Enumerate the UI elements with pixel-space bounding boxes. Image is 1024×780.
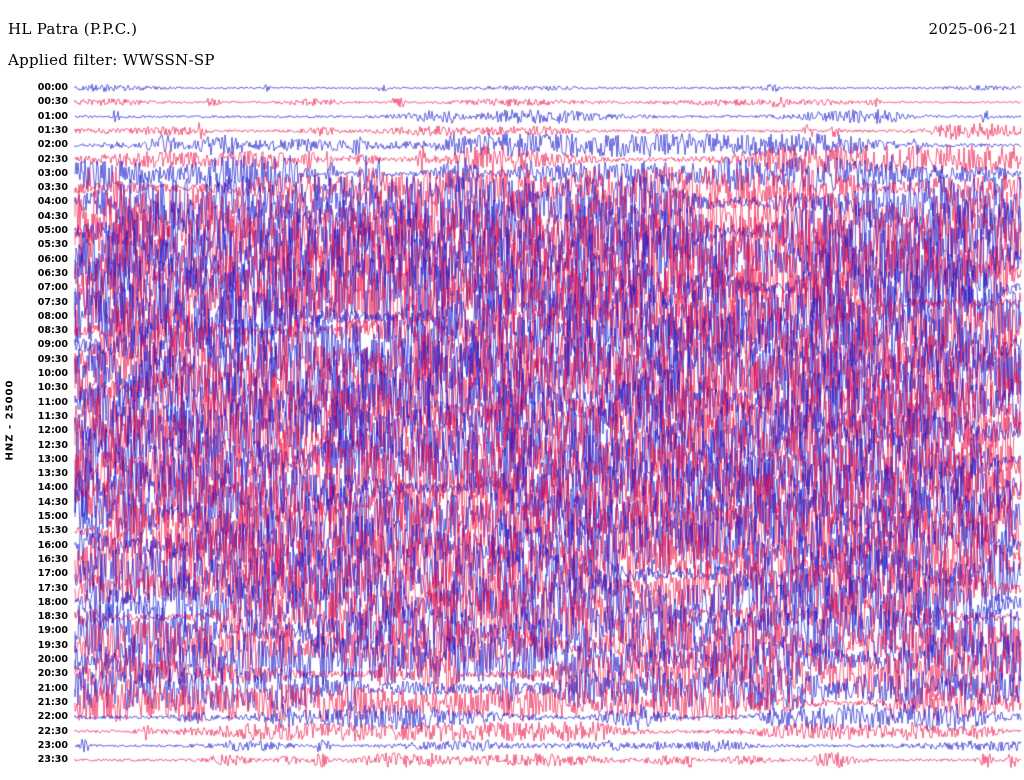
time-label: 07:00 [37, 282, 68, 294]
time-label: 17:00 [37, 568, 68, 580]
time-label: 13:30 [37, 468, 68, 480]
time-label: 15:00 [37, 511, 68, 522]
time-axis: 00:00 00:30 01:00 01:30 02:00 02:30 03:00 03:30… [0, 0, 70, 780]
time-label: 22:30 [37, 725, 68, 737]
time-label: 06:30 [37, 267, 68, 279]
time-label: 18:00 [37, 596, 68, 608]
time-label: 09:00 [37, 339, 68, 351]
time-label: 02:00 [37, 139, 68, 151]
date-label: 2025-06-21 [928, 20, 1018, 38]
time-label: 22:00 [37, 711, 68, 723]
time-label: 06:00 [37, 253, 68, 265]
time-label: 21:00 [37, 682, 68, 694]
time-label: 00:00 [37, 82, 68, 93]
time-label: 11:30 [37, 410, 68, 422]
time-label: 16:30 [37, 553, 68, 565]
time-label: 15:30 [37, 525, 68, 537]
time-label: 21:30 [37, 696, 68, 708]
time-label: 03:30 [37, 182, 68, 194]
station-label: HL Patra (P.P.C.) [8, 20, 138, 38]
time-label: 02:30 [37, 153, 68, 165]
time-label: 12:30 [37, 439, 68, 451]
time-label: 12:00 [37, 425, 68, 437]
filter-label: Applied filter: WWSSN-SP [8, 51, 215, 69]
time-label: 01:00 [37, 110, 68, 122]
time-label: 20:30 [37, 668, 68, 680]
time-label: 07:30 [37, 296, 68, 308]
time-label: 20:00 [37, 654, 68, 665]
time-label: 10:30 [37, 382, 68, 394]
time-label: 01:30 [37, 124, 68, 136]
time-label: 04:30 [37, 210, 68, 222]
time-label: 19:30 [37, 639, 68, 651]
time-label: 05:00 [37, 225, 68, 236]
time-label: 18:30 [37, 611, 68, 623]
time-label: 11:00 [37, 396, 68, 408]
time-label: 14:00 [37, 482, 68, 494]
time-label: 00:30 [37, 96, 68, 108]
time-label: 10:00 [37, 368, 68, 379]
time-label: 05:30 [37, 239, 68, 251]
time-label: 08:00 [37, 310, 68, 322]
time-label: 09:30 [37, 353, 68, 365]
time-label: 03:00 [37, 167, 68, 179]
time-label: 17:30 [37, 582, 68, 594]
time-label: 08:30 [37, 325, 68, 337]
time-label: 14:30 [37, 496, 68, 508]
time-label: 16:00 [37, 539, 68, 551]
time-label: 23:00 [37, 739, 68, 751]
time-label: 19:00 [37, 625, 68, 637]
time-label: 13:00 [37, 453, 68, 465]
time-label: 23:30 [37, 754, 68, 766]
time-label: 04:00 [37, 196, 68, 208]
amplitude-scale-label: HNZ - 25000 [4, 379, 16, 461]
